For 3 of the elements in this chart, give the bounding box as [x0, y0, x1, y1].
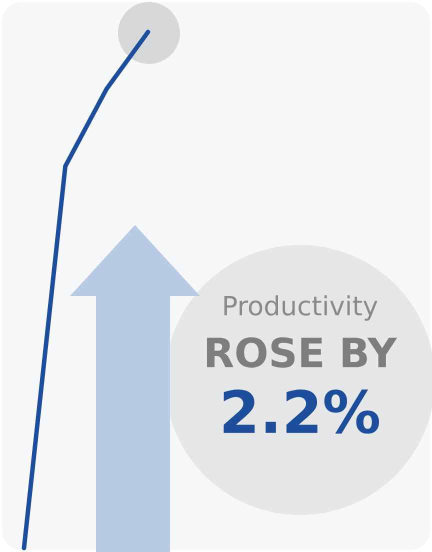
text: Productivity — [224, 295, 378, 321]
text: 2.2% — [224, 390, 380, 434]
text: ROSE BY — [206, 337, 398, 368]
